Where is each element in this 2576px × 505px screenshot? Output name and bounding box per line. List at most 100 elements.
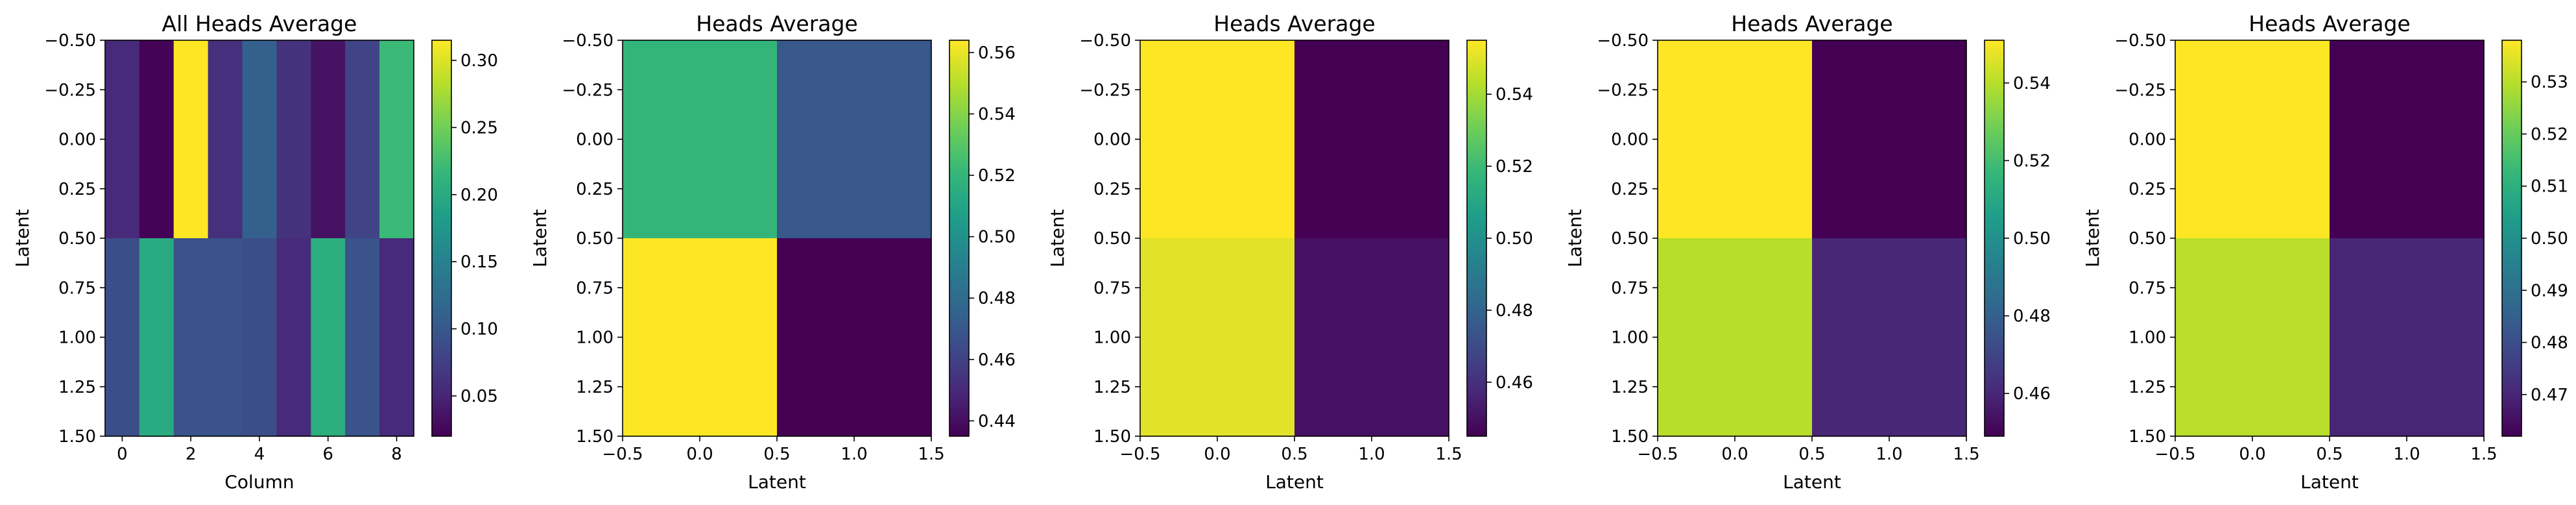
panel-4-ytick-label: 1.00 <box>1611 328 1649 348</box>
panel-4-cell-r0-c1 <box>1812 40 1967 239</box>
panel-2-colorbar-tick-label: 0.50 <box>978 228 1016 247</box>
panel-3-ytick-label: −0.25 <box>1079 80 1131 100</box>
panel-2-colorbar-tick-label: 0.56 <box>978 43 1016 63</box>
panel-2-xtick-label: 0.5 <box>763 445 790 464</box>
panel-5-colorbar-tick-label: 0.52 <box>2531 125 2568 144</box>
panel-2-xtick-label: 0.0 <box>686 445 713 464</box>
panel-2-ytick-label: 1.50 <box>576 427 614 447</box>
panel-3-colorbar-tick-label: 0.50 <box>1496 229 1533 249</box>
panel-2-colorbar-tick-label: 0.54 <box>978 105 1016 124</box>
panel-1-cell-r1-c2 <box>173 238 209 437</box>
panel-3-ytick-label: 0.50 <box>1093 229 1131 249</box>
panel-3-cell-r1-c1 <box>1294 238 1449 437</box>
panel-3-colorbar-tick-label: 0.46 <box>1496 373 1533 393</box>
panel-1-cell-r1-c6 <box>311 238 346 437</box>
panel-4-xtick-label: 0.5 <box>1798 445 1825 464</box>
panel-2-ytick-label: 1.25 <box>576 378 614 397</box>
panel-1-title: All Heads Average <box>162 11 357 36</box>
panel-2-colorbar-tick-label: 0.48 <box>978 289 1016 308</box>
panel-5-cell-r0-c0 <box>2175 40 2330 239</box>
panel-1-cell-r0-c5 <box>276 40 311 239</box>
panel-2-xtick-label: 1.0 <box>841 445 867 464</box>
panel-5-colorbar-tick-label: 0.48 <box>2531 334 2568 353</box>
panel-1-cell-r1-c3 <box>208 238 243 437</box>
panel-1-colorbar-tick-label: 0.30 <box>460 51 498 71</box>
panel-5-xtick-label: 1.0 <box>2393 445 2420 464</box>
panel-1-cell-r0-c2 <box>173 40 209 239</box>
panel-5-xtick-label: 0.0 <box>2239 445 2265 464</box>
panel-1-cell-r1-c4 <box>242 238 278 437</box>
panel-3-colorbar-tick-label: 0.54 <box>1496 85 1533 105</box>
panel-1-ylabel: Latent <box>12 209 33 267</box>
panel-3-colorbar <box>1466 40 1487 437</box>
panel-1-xtick-label: 4 <box>254 445 265 464</box>
panel-1-xtick-label: 6 <box>323 445 334 464</box>
panel-1-cell-r0-c7 <box>345 40 380 239</box>
panel-5-xtick-label: 1.5 <box>2470 445 2497 464</box>
panel-1-cell-r0-c4 <box>242 40 278 239</box>
panel-4-colorbar-tick-label: 0.46 <box>2013 384 2051 404</box>
panel-1-xtick-label: 0 <box>117 445 128 464</box>
panel-3-ytick-label: 0.00 <box>1093 130 1131 150</box>
panel-3-ytick-label: −0.50 <box>1079 31 1131 51</box>
panel-2-ytick-label: 0.25 <box>576 180 614 199</box>
panel-3-xtick-label: −0.5 <box>1119 445 1160 464</box>
panel-5-colorbar-tick-label: 0.53 <box>2531 73 2568 92</box>
panel-1-cell-r1-c8 <box>379 238 414 437</box>
panel-4-ytick-label: −0.25 <box>1597 80 1649 100</box>
panel-5-ytick-label: −0.50 <box>2114 31 2166 51</box>
panel-5-ylabel: Latent <box>2082 209 2103 267</box>
panel-1-colorbar-tick-label: 0.25 <box>460 118 498 138</box>
panel-3-ytick-label: 1.50 <box>1093 427 1131 447</box>
panel-5-title: Heads Average <box>2248 11 2410 36</box>
panel-5-cell-r0-c1 <box>2330 40 2485 239</box>
panel-5-xlabel: Latent <box>2300 471 2359 493</box>
panel-2-ytick-label: 0.00 <box>576 130 614 150</box>
panel-1-xtick-label: 8 <box>391 445 402 464</box>
panel-5-ytick-label: −0.25 <box>2114 80 2166 100</box>
panel-1-cell-r0-c6 <box>311 40 346 239</box>
panel-5-colorbar-tick-label: 0.47 <box>2531 386 2568 405</box>
panel-5-xtick-label: −0.5 <box>2154 445 2195 464</box>
panel-5-colorbar-tick-label: 0.51 <box>2531 177 2568 197</box>
panel-1-ytick-label: 0.50 <box>58 229 96 249</box>
panel-2-colorbar <box>949 40 970 437</box>
panel-1-ytick-label: 1.50 <box>58 427 96 447</box>
panel-4-ytick-label: 1.25 <box>1611 378 1649 397</box>
panel-3-title: Heads Average <box>1213 11 1375 36</box>
panel-3-cell-r0-c1 <box>1294 40 1449 239</box>
panel-5-colorbar-tick-label: 0.50 <box>2531 229 2568 249</box>
panel-2-xlabel: Latent <box>748 471 806 493</box>
panel-2-xtick-label: −0.5 <box>602 445 643 464</box>
panel-4-colorbar-tick-label: 0.52 <box>2013 151 2051 171</box>
panel-1-cell-r0-c0 <box>105 40 140 239</box>
panel-1-xlabel: Column <box>224 471 294 493</box>
panel-2-ytick-label: 0.75 <box>576 278 614 298</box>
panel-2-ytick-label: −0.25 <box>562 80 614 100</box>
panel-4-xtick-label: 1.0 <box>1876 445 1902 464</box>
panel-1-cell-r0-c3 <box>208 40 243 239</box>
panel-4-xtick-label: 1.5 <box>1953 445 1979 464</box>
panel-2-cell-r0-c0 <box>623 40 778 239</box>
panel-4-colorbar-tick-label: 0.50 <box>2013 229 2051 249</box>
panel-2-ylabel: Latent <box>529 209 551 267</box>
panel-3-colorbar-tick-label: 0.48 <box>1496 301 1533 321</box>
panel-3-ytick-label: 0.25 <box>1093 180 1131 199</box>
panel-5-ytick-label: 1.25 <box>2129 378 2166 397</box>
panel-2-colorbar-tick-label: 0.44 <box>978 412 1016 431</box>
panel-5-colorbar-tick-label: 0.49 <box>2531 281 2568 301</box>
panel-3-xlabel: Latent <box>1265 471 1324 493</box>
panel-4-xtick-label: 0.0 <box>1721 445 1748 464</box>
panel-2-cell-r1-c0 <box>623 238 778 437</box>
panel-5-cell-r1-c1 <box>2330 238 2485 437</box>
panel-1-ytick-label: 0.25 <box>58 180 96 199</box>
panel-2-xtick-label: 1.5 <box>918 445 944 464</box>
panel-5-ytick-label: 0.25 <box>2129 180 2166 199</box>
panel-2-ytick-label: 1.00 <box>576 328 614 348</box>
panel-5-ytick-label: 0.50 <box>2129 229 2166 249</box>
panel-3-ytick-label: 0.75 <box>1093 278 1131 298</box>
panel-3-xtick-label: 1.5 <box>1435 445 1462 464</box>
panel-2-cell-r0-c1 <box>777 40 932 239</box>
panel-3-cell-r0-c0 <box>1140 40 1295 239</box>
panel-1-colorbar <box>431 40 452 437</box>
